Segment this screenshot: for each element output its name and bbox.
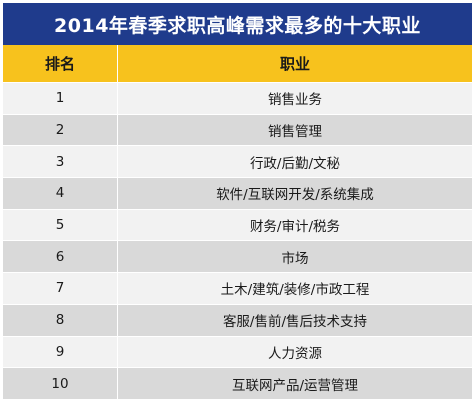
row-rank: 9	[55, 343, 65, 360]
table-row: 10 互联网产品/运营管理	[3, 368, 472, 400]
table-row: 9 人力资源	[3, 336, 472, 369]
table-row: 2 销售管理	[3, 114, 472, 147]
row-rank: 10	[51, 375, 69, 392]
row-job: 人力资源	[268, 345, 322, 362]
table-row: 5 财务/审计/税务	[3, 209, 472, 242]
table-row: 7 土木/建筑/装修/市政工程	[3, 273, 472, 305]
column-divider	[117, 146, 118, 178]
row-rank: 7	[55, 280, 65, 297]
row-job: 财务/审计/税务	[249, 219, 341, 236]
column-divider	[117, 273, 118, 304]
row-job: 土木/建筑/装修/市政工程	[220, 282, 370, 299]
column-divider	[117, 83, 118, 114]
row-rank: 6	[55, 248, 65, 265]
row-rank: 2	[55, 122, 65, 139]
table-row: 3 行政/后勤/文秘	[3, 146, 472, 179]
row-rank: 3	[55, 153, 65, 170]
column-divider	[117, 368, 118, 399]
header-rank: 排名	[44, 55, 75, 73]
row-job: 行政/后勤/文秘	[249, 155, 341, 172]
row-job: 互联网产品/运营管理	[231, 377, 359, 394]
column-divider	[117, 114, 118, 146]
row-job: 软件/互联网开发/系统集成	[216, 187, 374, 204]
table-header-row: 排名 职业	[3, 45, 472, 83]
table-title: 2014年春季求职高峰需求最多的十大职业	[3, 3, 472, 45]
column-divider	[117, 45, 118, 82]
row-rank: 1	[55, 90, 65, 107]
table-row: 4 软件/互联网开发/系统集成	[3, 178, 472, 210]
column-divider	[117, 209, 118, 241]
header-job: 职业	[279, 55, 310, 73]
column-divider	[117, 241, 118, 273]
row-job: 销售管理	[268, 124, 322, 141]
row-job: 客服/售前/售后技术支持	[222, 314, 368, 331]
row-job: 销售业务	[268, 92, 322, 109]
ranking-table: 2014年春季求职高峰需求最多的十大职业 排名 职业 1 销售业务 2 销售管理…	[3, 3, 472, 401]
table-row: 8 客服/售前/售后技术支持	[3, 304, 472, 337]
table-row: 1 销售业务	[3, 83, 472, 115]
column-divider	[117, 178, 118, 209]
table-body: 1 销售业务 2 销售管理 3 行政/后勤/文秘 4 软件/互联网开发/系统集成…	[3, 83, 472, 400]
row-rank: 8	[55, 312, 65, 329]
column-divider	[117, 304, 118, 336]
row-rank: 4	[55, 185, 65, 202]
table-row: 6 市场	[3, 241, 472, 274]
column-divider	[117, 336, 118, 368]
row-job: 市场	[281, 250, 309, 267]
row-rank: 5	[55, 217, 65, 234]
